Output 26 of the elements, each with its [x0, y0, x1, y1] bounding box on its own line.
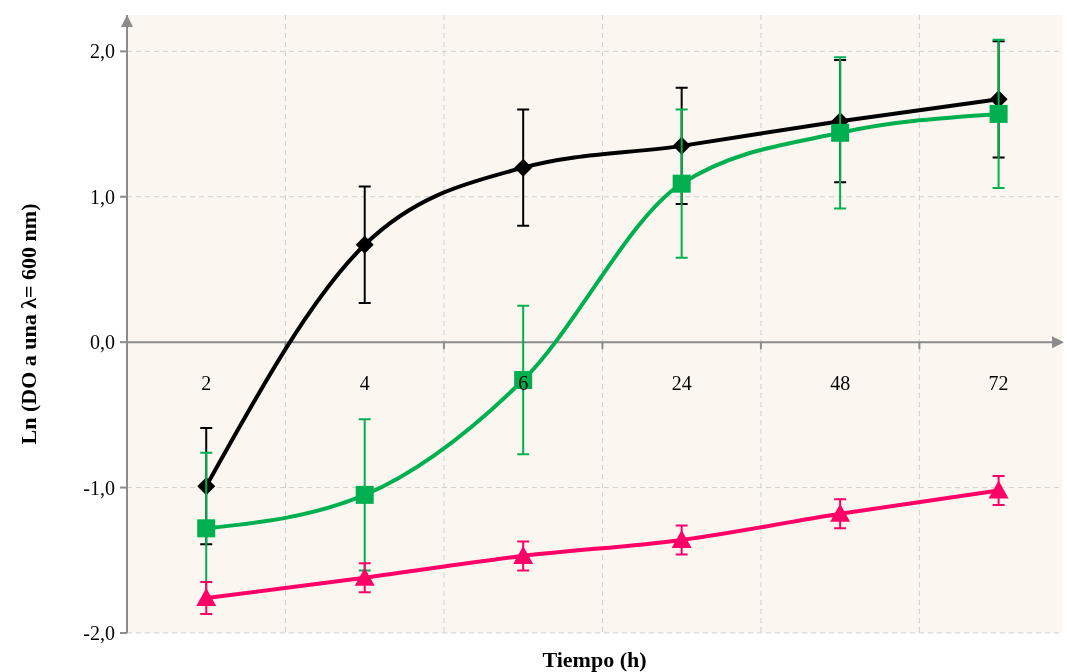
- x-tick-label: 48: [830, 372, 851, 395]
- point: [830, 503, 851, 522]
- point: [989, 104, 1008, 123]
- x-axis-title: Tiempo (h): [542, 647, 647, 672]
- y-tick-label: -2,0: [83, 622, 115, 644]
- point: [672, 174, 691, 193]
- point: [671, 529, 692, 548]
- x-tick-label: 72: [988, 372, 1009, 395]
- point: [197, 519, 216, 538]
- point: [355, 485, 374, 504]
- y-tick-label: 1,0: [90, 185, 115, 208]
- point: [513, 545, 534, 564]
- point: [514, 158, 533, 177]
- point: [988, 480, 1009, 499]
- point: [354, 567, 375, 586]
- y-tick-label: 0,0: [90, 331, 115, 354]
- point: [355, 235, 374, 254]
- y-axis-title: Ln (DO a una λ= 600 nm): [16, 203, 41, 445]
- y-tick-label: 2,0: [90, 40, 115, 63]
- point: [196, 588, 217, 607]
- x-tick-label: 6: [518, 372, 529, 395]
- x-tick-label: 24: [671, 372, 692, 395]
- point: [831, 123, 850, 142]
- x-tick-label: 4: [359, 372, 370, 395]
- y-tick-label: -1,0: [83, 476, 115, 499]
- x-tick-label: 2: [201, 372, 212, 395]
